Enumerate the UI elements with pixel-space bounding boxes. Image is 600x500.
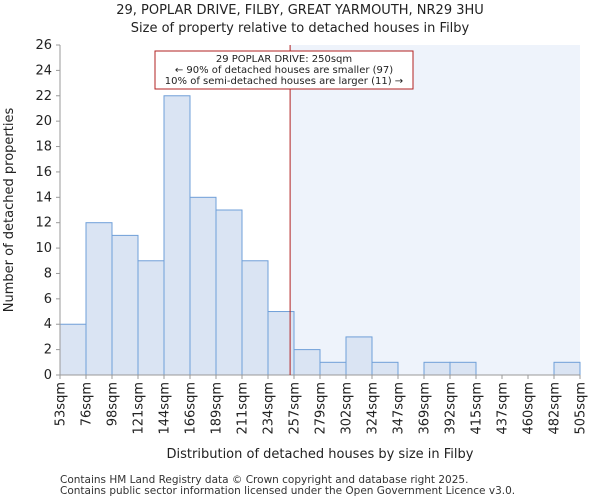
x-tick-label: 144sqm <box>158 382 173 435</box>
annotation-line-1: 29 POPLAR DRIVE: 250sqm <box>216 54 352 65</box>
bar-279sqm <box>319 361 347 376</box>
x-tick-label: 302sqm <box>340 382 355 435</box>
y-tick-label: 2 <box>44 343 52 358</box>
annotation-line-2: ← 90% of detached houses are smaller (97… <box>175 65 393 76</box>
bar-144sqm <box>163 95 191 376</box>
x-tick-label: 324sqm <box>366 382 381 435</box>
x-tick-label: 460sqm <box>522 382 537 435</box>
y-tick-label: 10 <box>35 241 52 256</box>
x-ticks-group: 53sqm 76sqm 98sqm 121sqm 144sqm 166sqm 189sqm 2… <box>54 375 589 435</box>
y-tick-label: 4 <box>44 317 52 332</box>
x-tick-label: 121sqm <box>132 382 147 435</box>
bar-166sqm <box>189 196 217 376</box>
x-tick-label: 53sqm <box>54 382 69 426</box>
bar-482sqm <box>553 361 581 376</box>
y-tick-label: 20 <box>35 114 52 129</box>
bars-group <box>59 95 581 376</box>
bar-53sqm <box>59 323 87 376</box>
x-tick-label: 76sqm <box>80 382 95 426</box>
x-tick-label: 234sqm <box>262 382 277 435</box>
footer-line-1: Contains HM Land Registry data © Crown c… <box>60 474 468 486</box>
bar-211sqm <box>241 260 269 376</box>
chart-subtitle: Size of property relative to detached ho… <box>131 21 470 36</box>
y-tick-label: 26 <box>35 38 52 53</box>
y-axis-label: Number of detached properties <box>2 108 17 313</box>
bar-369sqm <box>423 361 451 376</box>
x-tick-label: 257sqm <box>288 382 303 435</box>
x-tick-label: 189sqm <box>210 382 225 435</box>
bar-324sqm <box>371 361 399 376</box>
x-tick-label: 392sqm <box>444 382 459 435</box>
y-tick-label: 18 <box>35 140 52 155</box>
x-tick-label: 369sqm <box>418 382 433 435</box>
bar-98sqm <box>111 234 139 376</box>
bar-257sqm <box>293 349 321 376</box>
bar-189sqm <box>215 209 243 376</box>
footer-line-2: Contains public sector information licen… <box>60 485 515 497</box>
y-tick-label: 16 <box>35 165 52 180</box>
y-tick-label: 22 <box>35 89 52 104</box>
larger-region-shade <box>290 45 580 375</box>
x-tick-label: 279sqm <box>314 382 329 435</box>
x-tick-label: 482sqm <box>548 382 563 435</box>
y-tick-label: 6 <box>44 292 52 307</box>
x-tick-label: 211sqm <box>236 382 251 435</box>
chart-title: 29, POPLAR DRIVE, FILBY, GREAT YARMOUTH,… <box>116 3 484 18</box>
annotation-line-3: 10% of semi-detached houses are larger (… <box>165 76 403 87</box>
y-tick-label: 14 <box>35 190 52 205</box>
y-tick-label: 12 <box>35 216 52 231</box>
bar-76sqm <box>85 222 113 376</box>
x-tick-label: 166sqm <box>184 382 199 435</box>
y-tick-label: 0 <box>44 368 52 383</box>
x-tick-label: 505sqm <box>574 382 589 435</box>
annotation-box <box>154 50 414 90</box>
bar-302sqm <box>345 336 373 376</box>
x-tick-label: 98sqm <box>106 382 121 426</box>
bar-121sqm <box>137 260 165 376</box>
bar-392sqm <box>449 361 477 376</box>
y-tick-label: 8 <box>44 266 52 281</box>
x-axis-label: Distribution of detached houses by size … <box>167 447 474 462</box>
x-tick-label: 437sqm <box>496 382 511 435</box>
y-tick-label: 24 <box>35 63 52 78</box>
x-tick-label: 415sqm <box>470 382 485 435</box>
x-tick-label: 347sqm <box>392 382 407 435</box>
